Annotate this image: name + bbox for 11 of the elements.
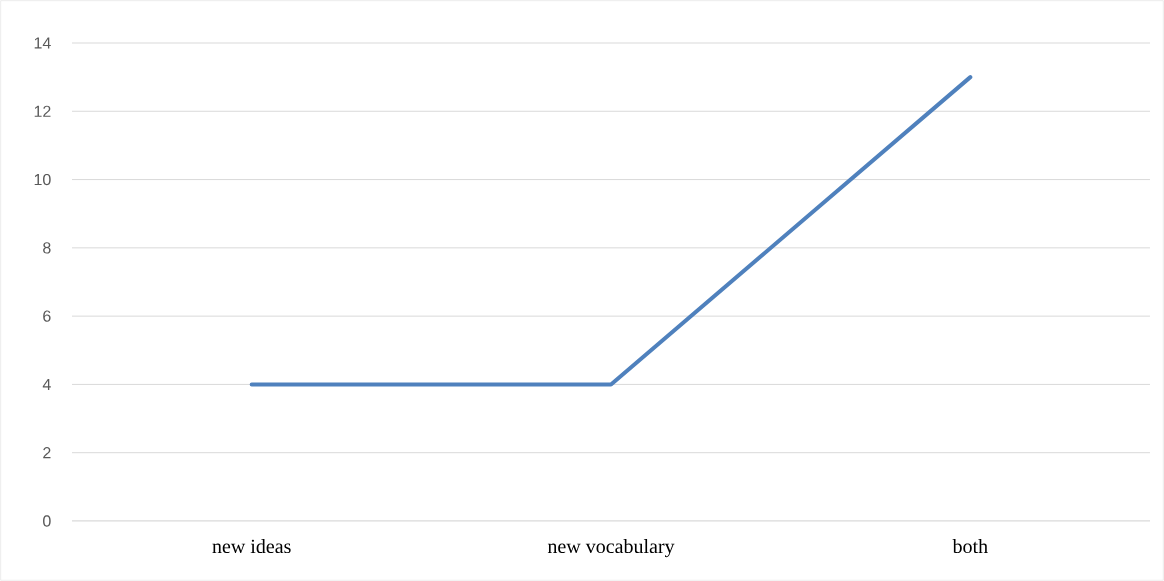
x-tick-label: new vocabulary bbox=[547, 539, 675, 558]
y-tick-label: 14 bbox=[34, 37, 51, 49]
x-tick-label: both bbox=[952, 539, 988, 554]
y-tick-label: 4 bbox=[42, 378, 51, 390]
y-tick-label: 10 bbox=[34, 173, 51, 186]
x-tick-label: new ideas bbox=[212, 539, 291, 554]
y-tick-label: 8 bbox=[43, 242, 51, 254]
y-tick-label: 6 bbox=[43, 310, 51, 322]
y-tick-label: 2 bbox=[43, 447, 51, 459]
y-tick-label: 12 bbox=[34, 105, 51, 117]
y-tick-label: 0 bbox=[43, 515, 51, 527]
